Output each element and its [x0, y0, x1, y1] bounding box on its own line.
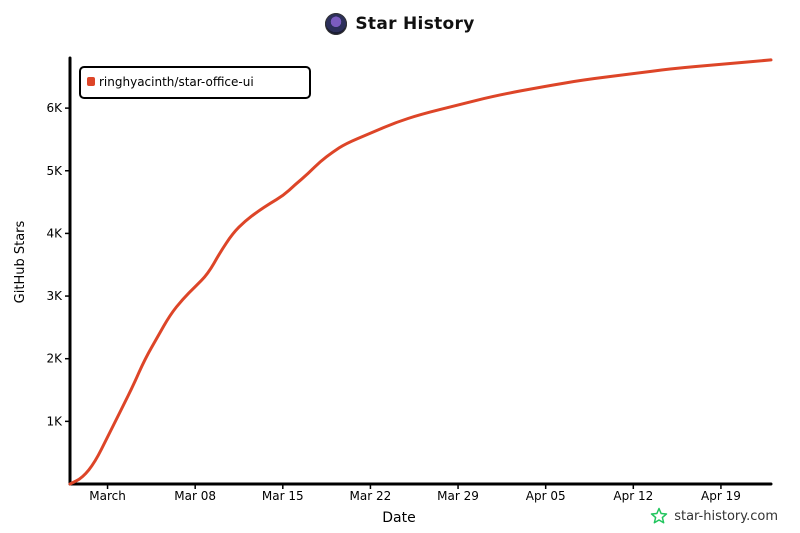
x-axis-title: Date [382, 510, 415, 526]
watermark-text: star-history.com [674, 508, 778, 524]
y-tick-label: 1K [46, 414, 63, 428]
y-tick-label: 2K [46, 352, 63, 366]
x-axis-ticks: March Mar 08 Mar 15 Mar 22 Mar 29 Apr 05 Apr 1… [89, 484, 741, 503]
chart-title: Star History [355, 14, 475, 34]
legend: ringhyacinth/star-office-ui [79, 66, 311, 99]
x-tick-label: Mar 29 [437, 489, 479, 503]
watermark[interactable]: star-history.com [650, 507, 778, 525]
legend-box [79, 66, 311, 99]
y-tick-label: 6K [46, 101, 63, 115]
y-tick-label: 5K [46, 164, 63, 178]
y-axis-title: GitHub Stars [13, 220, 28, 303]
x-tick-label: Apr 19 [701, 489, 741, 503]
y-tick-label: 4K [46, 226, 63, 240]
y-tick-label: 3K [46, 289, 63, 303]
star-icon [650, 507, 668, 524]
series-layer [68, 58, 773, 486]
x-tick-label: Mar 22 [350, 489, 392, 503]
x-tick-label: Mar 08 [174, 489, 216, 503]
x-tick-label: Apr 05 [526, 489, 566, 503]
chart-header: Star History [0, 10, 800, 38]
legend-label: ringhyacinth/star-office-ui [99, 75, 254, 89]
repo-owner-avatar [325, 13, 348, 35]
chart-axes [68, 56, 773, 486]
y-axis-ticks: 1K 2K 3K 4K 5K 6K [46, 101, 70, 428]
x-tick-label: March [89, 489, 126, 503]
x-tick-label: Mar 15 [262, 489, 304, 503]
series-line [68, 58, 773, 486]
x-tick-label: Apr 12 [613, 489, 653, 503]
legend-swatch [87, 77, 95, 86]
